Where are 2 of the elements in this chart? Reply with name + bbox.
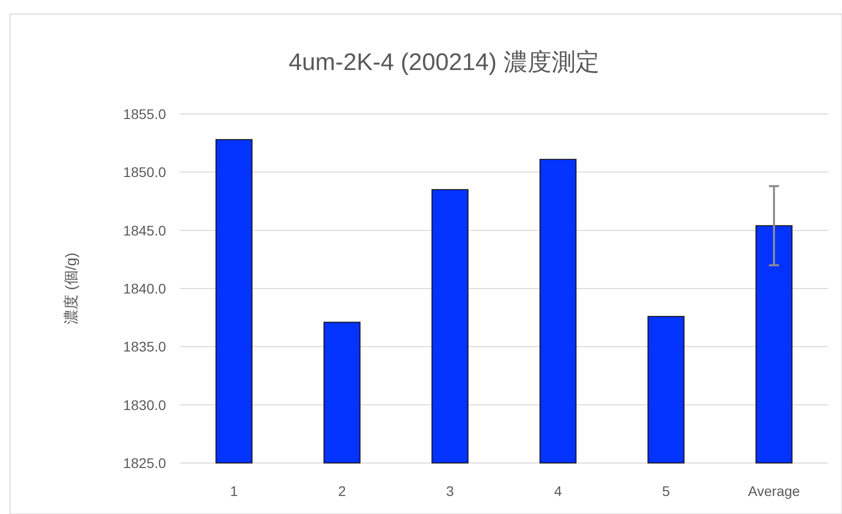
ylabel: 濃度 (個/g) <box>63 252 80 324</box>
title: 4um-2K-4 (200214) 濃度測定 <box>288 49 600 76</box>
